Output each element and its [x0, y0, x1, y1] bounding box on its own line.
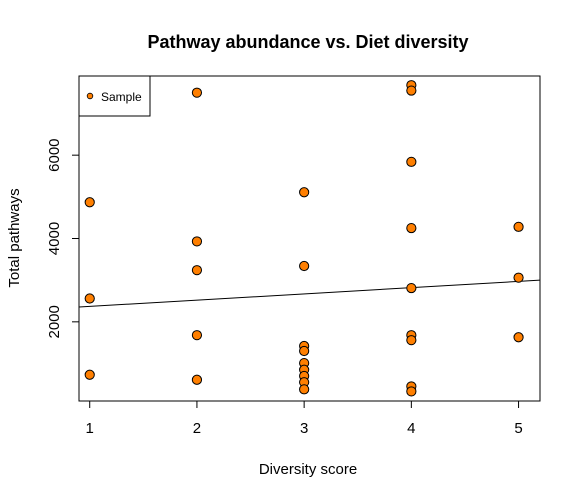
y-axis-label: Total pathways [6, 188, 23, 287]
data-point [299, 187, 310, 198]
data-point [513, 332, 524, 343]
data-point [84, 293, 95, 304]
regression-layer [78, 279, 541, 308]
data-point [299, 260, 310, 272]
data-point [84, 197, 95, 208]
x-tick-label: 5 [514, 420, 522, 437]
data-point [513, 272, 524, 283]
legend-label: Sample [101, 90, 142, 104]
x-tick-label: 4 [407, 420, 415, 437]
data-point [191, 236, 203, 247]
y-tick-label: 6000 [46, 138, 63, 171]
regression-line [78, 279, 541, 308]
x-tick-label: 3 [300, 420, 308, 437]
data-point [406, 335, 417, 346]
data-point [406, 222, 417, 234]
data-point [406, 85, 417, 96]
data-point [513, 221, 524, 232]
chart-title: Pathway abundance vs. Diet diversity [147, 32, 468, 52]
x-tick-label: 2 [193, 420, 201, 437]
x-axis-label: Diversity score [259, 461, 357, 478]
data-point [299, 384, 310, 395]
data-point [191, 87, 203, 98]
data-point [191, 374, 203, 385]
plot-frame [78, 75, 541, 402]
data-point [406, 282, 417, 294]
x-axis: 1 2 3 4 5 [86, 401, 523, 437]
data-point [299, 345, 310, 357]
data-point [191, 330, 203, 341]
data-point [406, 156, 417, 167]
data-point [191, 265, 203, 276]
y-tick-label: 2000 [46, 305, 63, 338]
y-tick-label: 4000 [46, 222, 63, 255]
legend-marker [86, 92, 94, 100]
data-point [406, 386, 417, 397]
x-tick-label: 1 [86, 420, 94, 437]
legend: Sample [78, 75, 151, 117]
data-point [84, 369, 95, 380]
data-points [84, 80, 524, 397]
y-axis: 2000 4000 6000 [46, 138, 79, 339]
